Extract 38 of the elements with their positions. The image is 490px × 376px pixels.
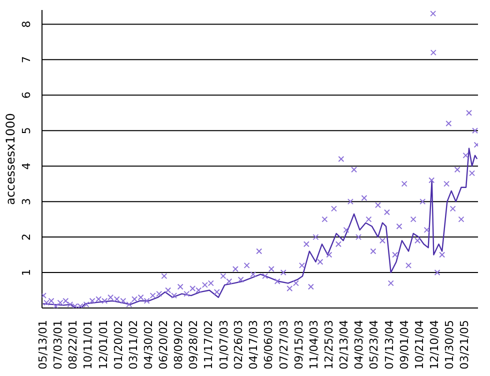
x-tick-label: 09/28/02 <box>187 320 200 370</box>
y-axis-title: accessesx1000 <box>3 113 18 205</box>
x-tick-label: 12/01/01 <box>96 320 110 370</box>
x-tick-label: 01/30/05 <box>443 320 456 370</box>
y-tick-label: 3 <box>20 198 33 206</box>
x-tick-label: 10/21/04 <box>412 320 426 370</box>
x-tick-label: 11/17/02 <box>202 320 215 370</box>
y-tick-label: 5 <box>20 127 33 134</box>
x-tick-label: 04/17/03 <box>247 320 260 370</box>
x-tick-label: 06/06/03 <box>262 320 276 370</box>
x-tick-label: 09/01/04 <box>398 320 411 370</box>
x-tick-label: 07/27/03 <box>277 320 290 370</box>
x-tick-label: 12/25/03 <box>322 320 336 370</box>
x-tick-label: 12/10/04 <box>428 320 441 370</box>
x-tick-label: 03/11/02 <box>126 320 140 370</box>
y-tick-label: 6 <box>20 92 33 99</box>
x-tick-label: 04/30/02 <box>142 320 155 370</box>
y-tick-label: 1 <box>20 269 33 276</box>
x-tick-label: 02/13/04 <box>338 320 351 370</box>
x-tick-label: 01/20/02 <box>112 320 125 370</box>
x-tick-label: 06/20/02 <box>157 320 170 370</box>
x-tick-label: 10/11/01 <box>82 320 95 370</box>
y-tick-label: 2 <box>20 234 33 241</box>
x-tick-label: 05/23/04 <box>368 320 381 370</box>
x-tick-label: 04/03/04 <box>352 320 366 370</box>
y-tick-label: 8 <box>20 20 33 28</box>
x-tick-label: 01/07/03 <box>217 320 230 370</box>
x-tick-label: 02/26/03 <box>232 320 246 370</box>
x-tick-label: 11/04/03 <box>307 320 320 370</box>
y-tick-label: 7 <box>20 56 33 64</box>
x-tick-label: 03/21/05 <box>458 320 472 370</box>
x-tick-label: 08/22/01 <box>66 320 80 370</box>
x-tick-label: 07/03/01 <box>52 320 65 370</box>
y-tick-label: 4 <box>20 162 33 170</box>
x-tick-label: 05/13/01 <box>36 320 50 370</box>
x-tick-label: 07/13/04 <box>382 320 396 370</box>
x-tick-label: 09/15/03 <box>292 320 306 370</box>
x-tick-label: 08/09/02 <box>172 320 186 370</box>
